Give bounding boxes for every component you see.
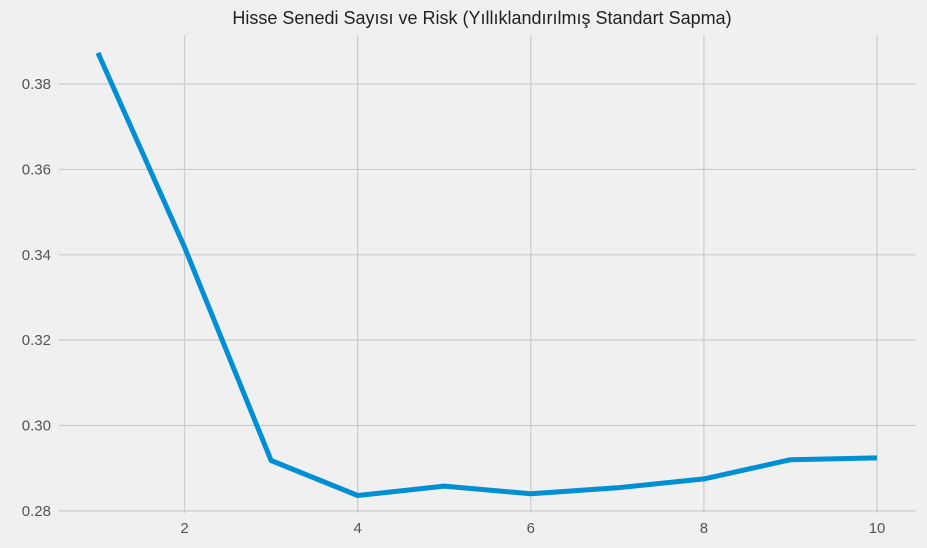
y-tick-label: 0.38 bbox=[22, 76, 51, 93]
x-tick-label: 8 bbox=[700, 520, 708, 537]
chart-title: Hisse Senedi Sayısı ve Risk (Yıllıklandı… bbox=[232, 8, 731, 28]
y-axis-ticks: 0.28 0.30 0.32 0.34 0.36 0.38 bbox=[22, 76, 51, 520]
x-tick-label: 4 bbox=[353, 520, 361, 537]
series-layer bbox=[95, 51, 878, 498]
y-tick-label: 0.30 bbox=[22, 418, 51, 435]
y-tick-label: 0.36 bbox=[22, 161, 51, 178]
x-axis-ticks: 2 4 6 8 10 bbox=[180, 520, 885, 537]
x-tick-label: 2 bbox=[180, 520, 188, 537]
y-tick-label: 0.28 bbox=[22, 503, 51, 520]
y-tick-label: 0.32 bbox=[22, 332, 51, 349]
x-tick-label: 10 bbox=[869, 520, 886, 537]
x-tick-label: 6 bbox=[527, 520, 535, 537]
y-tick-label: 0.34 bbox=[22, 247, 51, 264]
series-line-0 bbox=[95, 51, 878, 498]
grid bbox=[59, 35, 916, 513]
